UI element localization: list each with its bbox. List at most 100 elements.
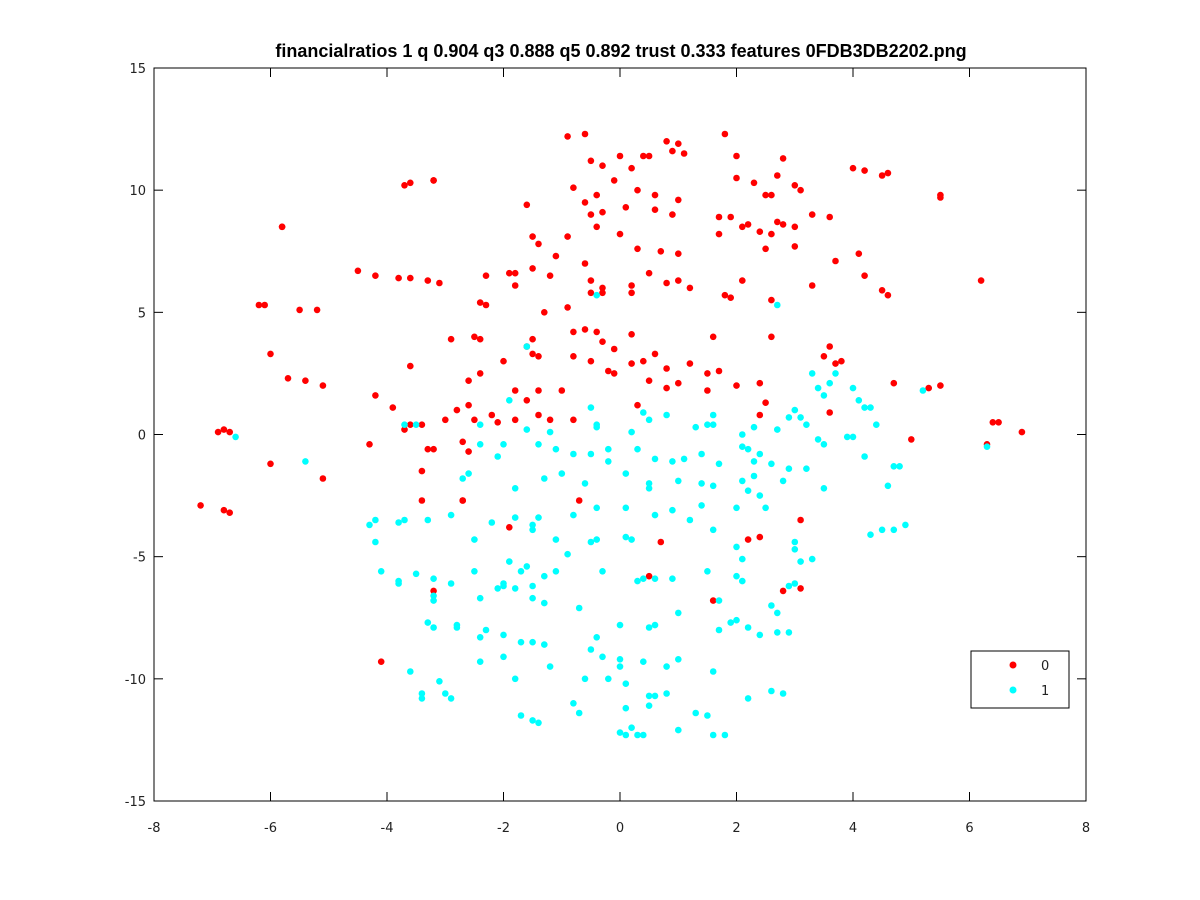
scatter-point-series-1-210 xyxy=(744,695,752,702)
scatter-point-series-0-202 xyxy=(575,497,583,504)
scatter-point-series-0-5 xyxy=(640,152,647,160)
scatter-point-series-1-209 xyxy=(709,668,717,675)
scatter-point-series-1-106 xyxy=(762,504,769,512)
scatter-point-series-1-19 xyxy=(867,404,874,411)
scatter-point-series-0-135 xyxy=(651,350,659,358)
scatter-point-series-1-77 xyxy=(645,480,653,487)
scatter-point-series-1-55 xyxy=(715,460,723,468)
scatter-point-series-0-82 xyxy=(546,272,554,280)
scatter-point-series-0-43 xyxy=(651,206,659,213)
scatter-point-series-0-63 xyxy=(634,245,641,253)
scatter-point-series-1-118 xyxy=(791,546,799,553)
scatter-point-series-0-163 xyxy=(890,379,898,387)
scatter-point-series-0-24 xyxy=(762,191,769,199)
scatter-point-series-0-35 xyxy=(878,172,886,179)
scatter-point-series-1-88 xyxy=(884,482,892,490)
scatter-point-series-0-183 xyxy=(214,428,222,436)
scatter-point-series-1-86 xyxy=(779,477,787,485)
scatter-point-series-1-206 xyxy=(645,692,653,700)
scatter-point-series-1-141 xyxy=(599,568,606,575)
scatter-point-series-1-121 xyxy=(890,526,898,534)
scatter-point-series-1-130 xyxy=(412,570,420,578)
scatter-point-series-0-109 xyxy=(808,282,816,289)
scatter-point-series-1-135 xyxy=(506,558,513,565)
scatter-point-series-1-177 xyxy=(727,619,734,626)
scatter-point-series-1-67 xyxy=(983,443,991,451)
scatter-point-series-1-108 xyxy=(471,536,478,543)
scatter-point-series-0-113 xyxy=(407,362,414,370)
scatter-point-series-1-185 xyxy=(593,634,600,641)
scatter-point-series-0-96 xyxy=(261,301,269,309)
scatter-point-series-0-207 xyxy=(657,538,665,546)
scatter-point-series-1-122 xyxy=(902,521,909,529)
scatter-point-series-0-215 xyxy=(377,658,385,665)
scatter-point-series-1-47 xyxy=(570,450,577,458)
scatter-point-series-0-137 xyxy=(686,360,694,367)
scatter-point-series-0-156 xyxy=(523,397,531,404)
scatter-point-series-0-108 xyxy=(768,296,775,304)
scatter-point-series-0-0 xyxy=(564,133,571,140)
scatter-point-series-1-0 xyxy=(593,291,600,299)
scatter-point-series-0-144 xyxy=(826,343,833,350)
y-tick-label: 0 xyxy=(138,429,146,444)
y-tick-label: 10 xyxy=(129,184,146,199)
scatter-point-series-0-41 xyxy=(599,208,606,216)
scatter-point-series-1-154 xyxy=(476,594,484,602)
scatter-point-series-1-73 xyxy=(558,470,566,477)
scatter-point-series-0-51 xyxy=(774,218,781,226)
scatter-point-series-0-7 xyxy=(616,152,624,160)
scatter-point-series-1-228 xyxy=(634,731,641,739)
scatter-point-series-1-222 xyxy=(704,712,711,719)
scatter-point-series-1-186 xyxy=(407,668,414,675)
scatter-point-series-1-171 xyxy=(541,641,548,648)
scatter-point-series-1-8 xyxy=(785,414,793,421)
scatter-point-series-1-148 xyxy=(739,577,746,585)
scatter-point-series-0-197 xyxy=(418,467,426,475)
scatter-point-series-1-195 xyxy=(663,663,670,670)
x-tick-label: -8 xyxy=(148,821,161,836)
scatter-point-series-1-161 xyxy=(715,597,723,604)
scatter-point-series-1-191 xyxy=(587,646,595,653)
scatter-point-series-0-103 xyxy=(587,289,595,297)
scatter-point-series-0-196 xyxy=(319,475,327,482)
scatter-point-series-1-34 xyxy=(750,423,758,431)
scatter-point-series-1-160 xyxy=(575,604,583,612)
scatter-point-series-0-64 xyxy=(657,248,665,255)
scatter-point-series-0-25 xyxy=(768,191,775,199)
scatter-point-series-1-87 xyxy=(820,485,828,492)
scatter-point-series-1-131 xyxy=(430,575,437,582)
scatter-point-series-0-128 xyxy=(709,333,717,341)
x-tick-label: 8 xyxy=(1082,821,1090,836)
scatter-point-series-0-105 xyxy=(628,289,635,297)
scatter-point-series-1-56 xyxy=(739,443,746,451)
scatter-point-series-0-94 xyxy=(977,277,985,284)
y-tick-label: 5 xyxy=(138,306,146,321)
scatter-point-series-1-199 xyxy=(442,690,449,697)
scatter-point-series-0-65 xyxy=(675,250,682,257)
scatter-point-series-1-12 xyxy=(814,384,822,392)
scatter-point-series-1-133 xyxy=(471,568,478,575)
scatter-point-series-1-192 xyxy=(599,653,606,661)
scatter-point-series-1-109 xyxy=(529,526,536,534)
scatter-point-series-1-35 xyxy=(774,426,781,433)
x-tick-label: 0 xyxy=(616,821,624,836)
scatter-point-series-1-3 xyxy=(506,397,513,404)
scatter-point-series-0-79 xyxy=(511,282,519,289)
scatter-point-series-0-90 xyxy=(675,277,682,284)
scatter-point-series-0-100 xyxy=(482,301,490,309)
scatter-point-series-1-17 xyxy=(855,397,863,404)
scatter-point-series-1-193 xyxy=(616,656,624,663)
scatter-point-series-0-111 xyxy=(884,291,892,299)
scatter-point-series-0-59 xyxy=(529,233,536,240)
scatter-point-series-0-166 xyxy=(389,404,397,411)
scatter-point-series-1-29 xyxy=(645,416,653,424)
scatter-point-series-1-13 xyxy=(820,392,828,399)
scatter-point-series-0-106 xyxy=(721,291,729,299)
scatter-point-series-0-49 xyxy=(756,228,764,235)
scatter-point-series-0-171 xyxy=(488,411,496,419)
scatter-point-series-1-111 xyxy=(587,538,595,546)
scatter-point-series-0-15 xyxy=(610,177,618,184)
scatter-point-series-1-150 xyxy=(791,580,799,587)
scatter-point-series-0-110 xyxy=(878,287,886,294)
scatter-point-series-0-192 xyxy=(465,448,472,455)
